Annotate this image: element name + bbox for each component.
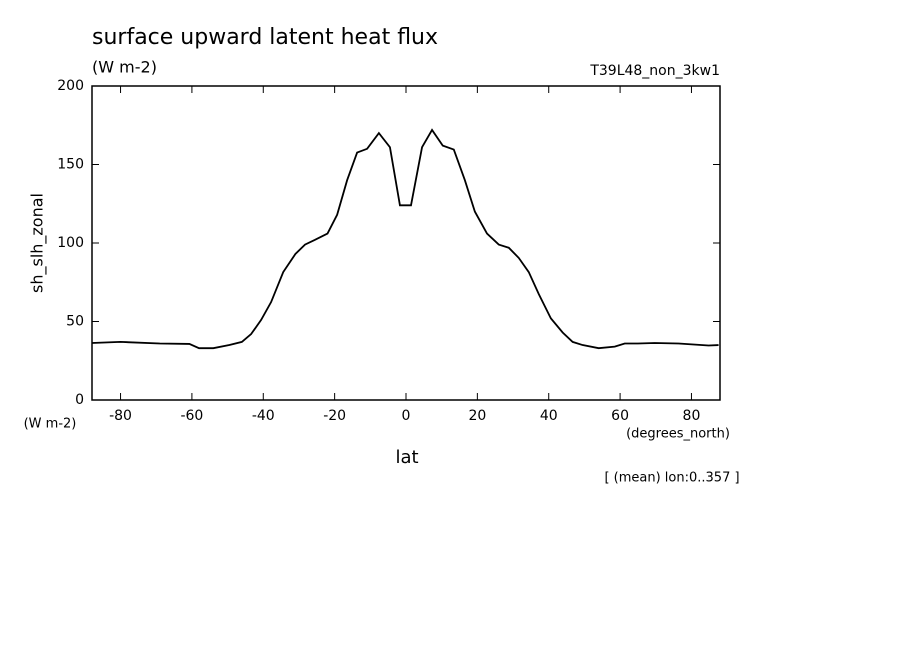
x-tick-label: 20 (468, 408, 486, 424)
y-units: (W m-2) (24, 417, 77, 432)
plot-frame (91, 85, 721, 401)
y-tick-label: 200 (57, 78, 84, 94)
x-tick-label: -40 (252, 408, 275, 424)
run-label: T39L48_non_3kw1 (589, 63, 720, 79)
chart-title: surface upward latent heat flux (92, 25, 438, 50)
x-tick-label: -20 (323, 408, 346, 424)
y-tick-label: 0 (75, 392, 84, 408)
x-axis-label: lat (395, 447, 418, 468)
y-tick-label: 150 (57, 157, 84, 173)
x-tick-label: 40 (540, 408, 558, 424)
x-tick-label: -60 (180, 408, 203, 424)
footnote: [ (mean) lon:0..357 ] (604, 471, 739, 486)
y-tick-label: 50 (66, 314, 84, 330)
x-tick-label: 0 (402, 408, 411, 424)
x-tick-label: 60 (611, 408, 629, 424)
y-axis-label: sh_slh_zonal (28, 193, 48, 293)
units: (W m-2) (92, 58, 157, 77)
y-tick-label: 100 (57, 235, 84, 251)
data-line (91, 128, 719, 350)
x-tick-label: 80 (683, 408, 701, 424)
x-tick-label: -80 (109, 408, 132, 424)
x-units: (degrees_north) (626, 427, 730, 442)
